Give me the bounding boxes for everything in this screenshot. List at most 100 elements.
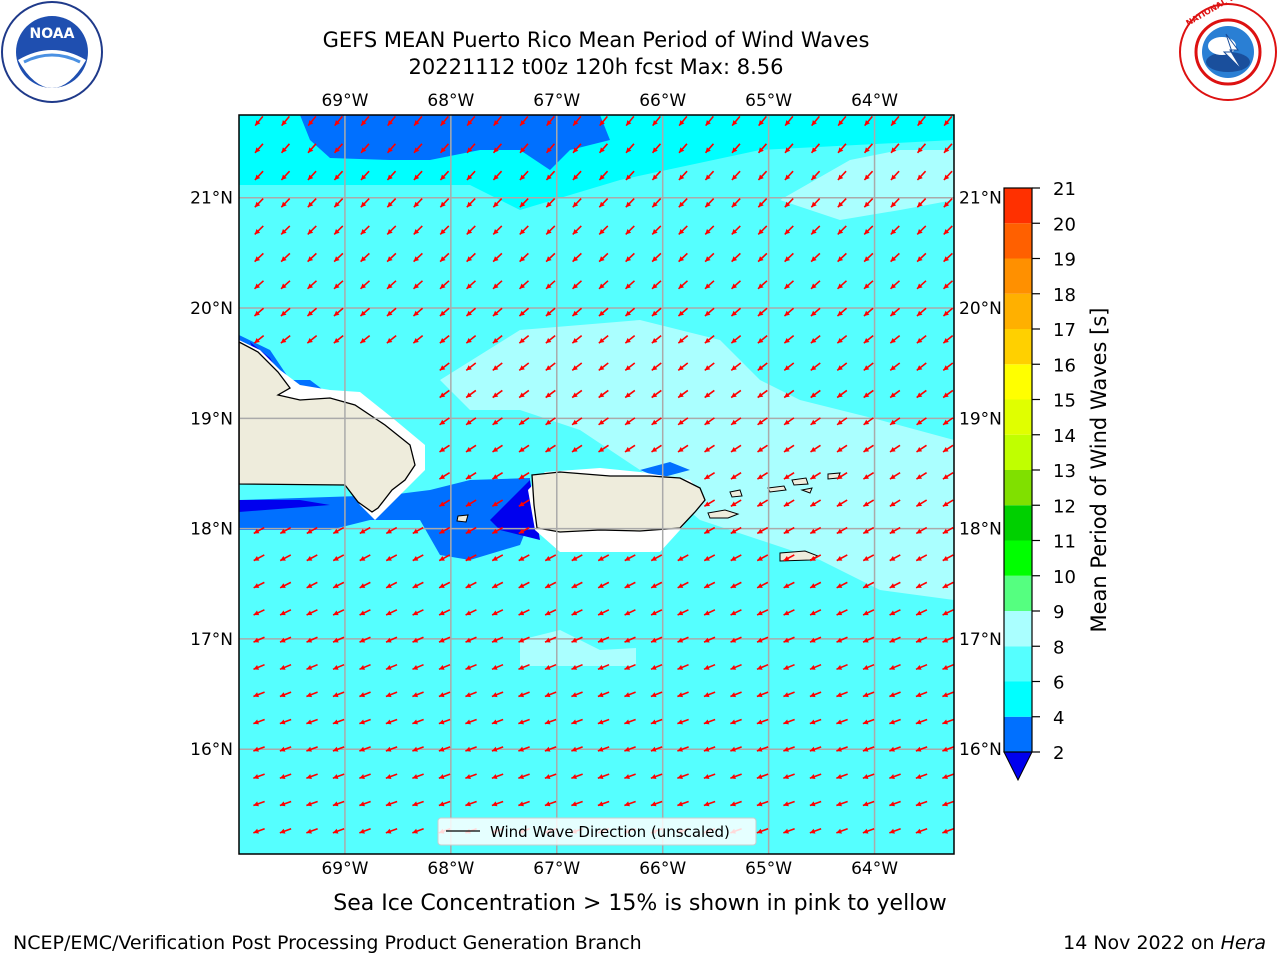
wind-wave-arrow: [439, 198, 450, 208]
wind-wave-arrow: [306, 691, 318, 698]
wind-wave-arrow: [306, 800, 318, 807]
wind-wave-arrow: [703, 472, 716, 480]
wind-wave-arrow: [387, 115, 396, 127]
wind-wave-arrow: [624, 280, 636, 290]
wind-wave-arrow: [810, 334, 821, 344]
colorbar-segment: [1004, 434, 1032, 470]
wind-wave-arrow: [783, 581, 795, 589]
wind-wave-arrow: [438, 718, 451, 725]
wind-wave-arrow: [704, 334, 715, 344]
wind-wave-arrow: [863, 225, 874, 235]
wind-wave-arrow: [942, 691, 954, 698]
wind-wave-arrow: [889, 609, 901, 616]
wind-wave-arrow: [783, 499, 795, 507]
wind-wave-arrow: [862, 663, 875, 671]
wind-wave-arrow: [756, 663, 769, 671]
wind-wave-arrow: [306, 746, 318, 752]
wind-wave-arrow: [359, 636, 371, 643]
wind-wave-arrow: [756, 609, 769, 616]
chart-title: GEFS MEAN Puerto Rico Mean Period of Win…: [322, 28, 870, 52]
wind-wave-arrow: [439, 307, 450, 317]
wind-wave-arrow: [598, 198, 609, 208]
wind-wave-arrow: [624, 773, 636, 780]
wind-wave-arrow: [306, 636, 318, 643]
wind-wave-arrow: [784, 143, 794, 154]
wind-wave-arrow: [863, 444, 874, 453]
wind-wave-arrow: [942, 362, 954, 372]
wind-wave-arrow: [359, 663, 371, 671]
wind-wave-arrow: [810, 362, 821, 372]
wind-wave-arrow: [359, 800, 371, 807]
wind-wave-arrow: [598, 280, 609, 290]
date-machine: Hera: [1220, 932, 1266, 954]
wind-wave-arrow: [491, 499, 504, 507]
wind-wave-arrow: [783, 417, 795, 426]
colorbar-tick-label: 12: [1053, 496, 1076, 517]
wind-wave-arrow: [439, 334, 450, 344]
wind-wave-arrow: [254, 252, 264, 263]
wind-wave-arrow: [677, 334, 689, 344]
wind-wave-arrow: [836, 389, 848, 399]
wind-wave-arrow: [412, 827, 424, 834]
wind-wave-arrow: [624, 307, 636, 317]
wind-wave-arrow: [809, 827, 822, 834]
wind-wave-arrow: [280, 252, 291, 263]
lon-tick-label-bottom: 67°W: [533, 859, 580, 879]
wind-wave-arrow: [518, 444, 530, 453]
wind-wave-arrow: [280, 170, 291, 181]
wind-wave-arrow: [756, 773, 769, 780]
wind-wave-arrow: [651, 334, 662, 344]
wind-wave-arrow: [332, 581, 345, 589]
wind-wave-arrow: [943, 143, 953, 154]
wind-wave-arrow: [333, 170, 344, 181]
wind-wave-arrow: [836, 444, 848, 453]
lon-tick-label-bottom: 65°W: [745, 859, 792, 879]
wind-wave-arrow: [757, 362, 768, 372]
wind-wave-arrow: [756, 581, 769, 589]
wind-wave-arrow: [678, 225, 688, 235]
wind-wave-arrow: [253, 800, 265, 807]
wind-wave-arrow: [810, 444, 821, 453]
wind-wave-arrow: [650, 718, 663, 725]
wind-wave-arrow: [756, 526, 769, 535]
wind-wave-arrow: [359, 526, 371, 535]
wind-wave-arrow: [863, 143, 874, 154]
colorbar-segment: [1004, 575, 1032, 611]
wind-wave-arrow: [518, 718, 530, 725]
wind-wave-arrow: [253, 773, 265, 780]
wind-wave-arrow: [518, 280, 530, 290]
wind-wave-arrow: [438, 746, 451, 752]
lon-tick-label-top: 64°W: [851, 91, 898, 111]
wind-wave-arrow: [333, 252, 344, 263]
lat-tick-label-right: 19°N: [959, 409, 1002, 429]
wind-wave-arrow: [942, 307, 954, 317]
wind-wave-arrow: [889, 718, 901, 725]
wind-wave-arrow: [412, 663, 424, 671]
wind-wave-arrow: [360, 115, 370, 127]
wind-wave-arrow: [306, 773, 318, 780]
colorbar-tick-label: 9: [1053, 602, 1064, 623]
wind-wave-arrow: [492, 170, 503, 181]
wind-wave-arrow: [492, 389, 503, 399]
wind-wave-arrow: [889, 280, 901, 290]
wind-wave-arrow: [307, 115, 317, 127]
wind-wave-arrow: [942, 800, 954, 807]
wind-wave-arrow: [704, 225, 715, 235]
wind-wave-arrow: [440, 115, 449, 127]
wind-wave-arrow: [518, 499, 530, 507]
wind-wave-arrow: [915, 718, 928, 725]
wind-wave-arrow: [492, 198, 503, 208]
wind-wave-arrow: [678, 115, 688, 127]
wind-wave-arrow: [253, 280, 265, 290]
wind-wave-arrow: [625, 170, 635, 181]
wind-wave-arrow: [836, 362, 848, 372]
wind-wave-arrow: [412, 746, 424, 752]
wind-wave-arrow: [545, 280, 556, 290]
wind-wave-arrow: [836, 718, 848, 725]
wind-wave-arrow: [492, 143, 503, 154]
wind-wave-arrow: [836, 499, 848, 507]
wind-wave-arrow: [624, 609, 636, 616]
wind-wave-arrow: [386, 307, 397, 317]
wind-wave-arrow: [837, 252, 847, 263]
wind-wave-arrow: [756, 499, 769, 507]
